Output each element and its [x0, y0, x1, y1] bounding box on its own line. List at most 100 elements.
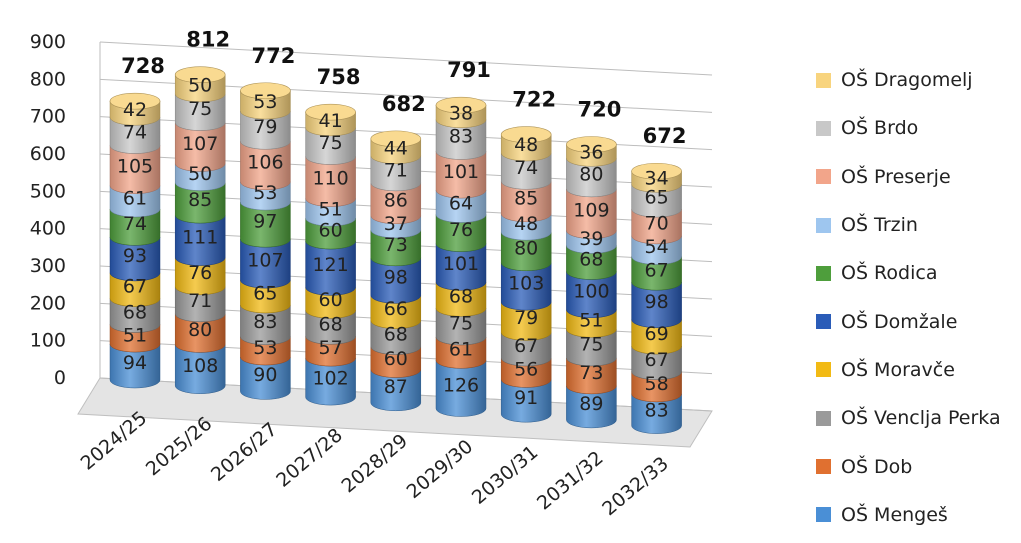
y-tick-label: 700	[30, 106, 66, 128]
data-label: 83	[253, 311, 277, 333]
total-label: 728	[121, 54, 165, 78]
data-label: 73	[384, 234, 408, 256]
data-label: 67	[645, 259, 669, 281]
legend-swatch	[816, 217, 831, 233]
legend-label: OŠ Preserje	[841, 165, 951, 188]
data-label: 58	[645, 373, 669, 395]
data-label: 74	[514, 157, 538, 179]
cylinder-top-cap	[566, 136, 617, 153]
data-label: 51	[319, 198, 343, 220]
legend-item: OŠ Mengeš	[816, 491, 1016, 539]
x-tick-label: 2032/33	[598, 453, 673, 521]
y-tick-label: 800	[30, 68, 66, 90]
data-label: 80	[579, 164, 603, 186]
cylinder-top-cap	[240, 82, 291, 100]
data-label: 79	[253, 116, 277, 138]
data-label: 65	[253, 283, 277, 305]
x-tick-label: 2031/32	[533, 447, 608, 515]
total-label: 722	[512, 88, 556, 112]
data-label: 50	[188, 163, 212, 185]
data-label: 83	[449, 126, 473, 148]
data-label: 68	[579, 248, 603, 270]
total-label: 758	[317, 65, 361, 89]
legend-label: OŠ Moravče	[841, 358, 955, 381]
data-label: 36	[579, 141, 603, 163]
cylinder-top-cap	[174, 66, 226, 84]
data-label: 39	[579, 228, 603, 250]
data-label: 107	[247, 250, 283, 272]
data-label: 97	[253, 211, 277, 233]
data-label: 68	[449, 285, 473, 307]
data-label: 121	[312, 254, 348, 276]
data-label: 60	[319, 220, 343, 242]
data-label: 50	[188, 74, 212, 96]
y-tick-label: 0	[54, 367, 66, 389]
data-label: 87	[384, 376, 408, 398]
y-tick-label: 300	[30, 255, 66, 277]
y-tick-label: 400	[30, 218, 66, 240]
total-label: 672	[643, 124, 687, 148]
data-label: 56	[514, 359, 538, 381]
y-tick-label: 500	[30, 180, 66, 202]
data-label: 54	[645, 236, 669, 258]
data-label: 111	[182, 226, 218, 248]
gridline	[99, 41, 713, 76]
data-label: 67	[645, 349, 669, 371]
data-label: 61	[449, 339, 473, 361]
cylinder-top-cap	[305, 103, 356, 121]
data-label: 85	[514, 188, 538, 210]
legend-item: OŠ Domžale	[816, 297, 1016, 345]
data-label: 60	[384, 348, 408, 370]
legend-swatch	[816, 507, 831, 523]
data-label: 80	[514, 237, 538, 259]
data-label: 68	[123, 302, 147, 324]
data-label: 85	[188, 189, 212, 211]
total-label: 720	[577, 98, 621, 122]
legend-label: OŠ Brdo	[841, 117, 919, 140]
legend-item: OŠ Brdo	[816, 104, 1016, 152]
data-label: 109	[573, 200, 609, 222]
cylinder-top-cap	[370, 130, 422, 148]
data-label: 75	[319, 132, 343, 154]
data-label: 57	[319, 337, 343, 359]
data-label: 83	[645, 400, 669, 422]
legend-item: OŠ Dragomelj	[816, 56, 1016, 104]
data-label: 75	[579, 334, 603, 356]
data-label: 76	[188, 262, 212, 284]
data-label: 100	[573, 281, 609, 303]
data-label: 38	[449, 102, 473, 124]
data-label: 34	[645, 168, 669, 190]
y-tick-label: 200	[30, 292, 66, 314]
total-label: 682	[382, 92, 426, 116]
data-label: 75	[449, 313, 473, 335]
total-label: 791	[447, 58, 491, 82]
legend-swatch	[816, 314, 831, 330]
x-tick-label: 2025/26	[142, 413, 217, 481]
data-label: 66	[384, 298, 408, 320]
data-label: 102	[312, 368, 348, 390]
data-label: 65	[645, 187, 669, 209]
x-tick-label: 2029/30	[403, 435, 478, 503]
x-tick-label: 2024/25	[77, 407, 152, 475]
legend-item: OŠ Moravče	[816, 346, 1016, 394]
data-label: 93	[123, 245, 147, 267]
data-label: 67	[123, 276, 147, 298]
x-tick-label: 2027/28	[272, 424, 347, 492]
data-label: 68	[384, 324, 408, 346]
data-label: 51	[123, 324, 147, 346]
legend-swatch	[816, 459, 831, 475]
x-tick-label: 2026/27	[207, 418, 282, 486]
total-label: 772	[251, 44, 295, 68]
data-label: 101	[443, 253, 479, 275]
data-label: 37	[384, 213, 408, 235]
data-label: 48	[514, 213, 538, 235]
data-label: 41	[319, 110, 343, 132]
y-tick-label: 100	[30, 330, 66, 352]
legend-item: OŠ Dob	[816, 442, 1016, 490]
legend-item: OŠ Trzin	[816, 201, 1016, 249]
legend-label: OŠ Rodica	[841, 262, 938, 285]
legend-label: OŠ Domžale	[841, 310, 958, 333]
data-label: 74	[123, 213, 147, 235]
y-tick-label: 900	[30, 31, 66, 53]
data-label: 107	[182, 133, 218, 155]
